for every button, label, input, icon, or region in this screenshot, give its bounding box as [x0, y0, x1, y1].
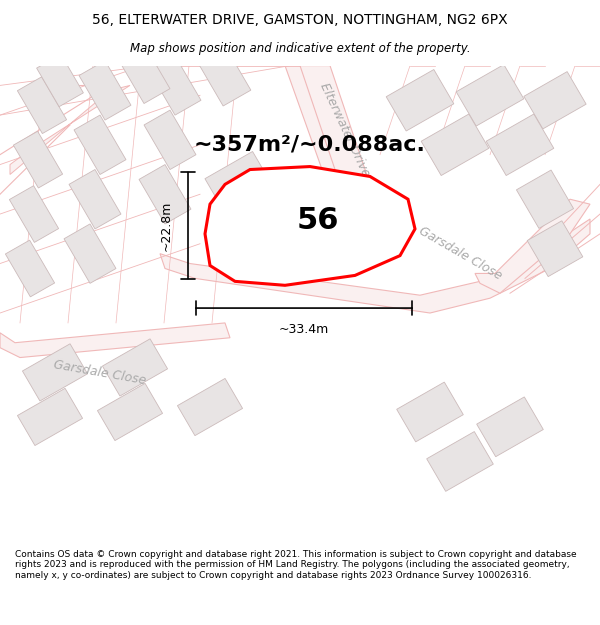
Polygon shape [13, 131, 62, 188]
Polygon shape [103, 339, 167, 396]
Polygon shape [517, 170, 574, 228]
Polygon shape [69, 169, 121, 229]
Polygon shape [17, 388, 83, 446]
Polygon shape [397, 382, 463, 442]
Polygon shape [79, 61, 131, 120]
Polygon shape [178, 378, 242, 436]
Text: Elterwater Drive: Elterwater Drive [317, 81, 373, 179]
Polygon shape [456, 64, 524, 126]
Text: Garsdale Close: Garsdale Close [416, 224, 504, 282]
Polygon shape [64, 224, 116, 283]
Text: 56, ELTERWATER DRIVE, GAMSTON, NOTTINGHAM, NG2 6PX: 56, ELTERWATER DRIVE, GAMSTON, NOTTINGHA… [92, 12, 508, 26]
Polygon shape [476, 397, 544, 457]
Polygon shape [144, 110, 196, 169]
Polygon shape [10, 186, 59, 242]
Text: Contains OS data © Crown copyright and database right 2021. This information is : Contains OS data © Crown copyright and d… [15, 550, 577, 580]
Text: ~33.4m: ~33.4m [279, 323, 329, 336]
Polygon shape [421, 114, 489, 176]
Polygon shape [5, 240, 55, 297]
Polygon shape [524, 72, 586, 129]
Polygon shape [160, 219, 590, 313]
Polygon shape [22, 344, 88, 401]
Text: Garsdale Close: Garsdale Close [53, 358, 147, 387]
Text: 56: 56 [297, 206, 340, 234]
Polygon shape [139, 164, 191, 224]
Polygon shape [220, 201, 290, 267]
Polygon shape [120, 48, 170, 104]
Polygon shape [10, 86, 130, 174]
Polygon shape [527, 221, 583, 277]
Polygon shape [17, 77, 67, 134]
Polygon shape [486, 114, 554, 176]
Text: Map shows position and indicative extent of the property.: Map shows position and indicative extent… [130, 42, 470, 55]
Polygon shape [475, 199, 590, 293]
Polygon shape [285, 66, 365, 234]
Polygon shape [199, 49, 251, 106]
Polygon shape [205, 151, 275, 218]
Text: ~22.8m: ~22.8m [160, 200, 173, 251]
Polygon shape [0, 323, 230, 357]
Polygon shape [37, 54, 83, 107]
Polygon shape [386, 69, 454, 131]
Text: ~357m²/~0.088ac.: ~357m²/~0.088ac. [194, 135, 426, 155]
Polygon shape [97, 383, 163, 441]
Polygon shape [149, 56, 201, 115]
Polygon shape [300, 66, 390, 244]
Polygon shape [205, 166, 415, 285]
Polygon shape [74, 115, 126, 174]
Polygon shape [427, 432, 493, 491]
